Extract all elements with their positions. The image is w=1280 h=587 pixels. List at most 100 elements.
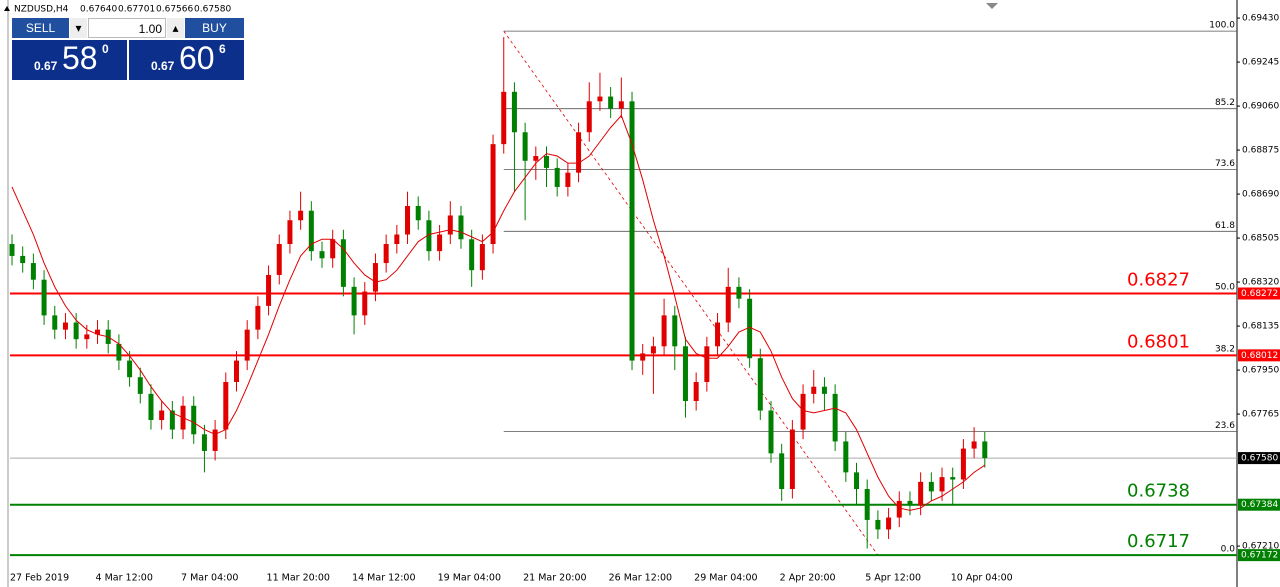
candle-body <box>84 334 90 340</box>
candle-body <box>191 405 197 435</box>
candle-body <box>223 381 229 430</box>
candle-body <box>544 156 549 168</box>
candle-body <box>939 477 945 492</box>
buy-button[interactable]: BUY <box>185 18 244 38</box>
x-tick-label: 5 Apr 12:00 <box>865 573 921 584</box>
sell-button[interactable]: SELL <box>12 18 69 38</box>
candle-body <box>9 244 15 256</box>
x-tick-label: 4 Mar 12:00 <box>96 573 153 584</box>
current-price-label: 0.67580 <box>1241 454 1278 464</box>
bid-quote[interactable]: 0.67 58 0 <box>12 40 127 80</box>
collapse-icon <box>4 6 10 11</box>
candle-body <box>661 315 667 347</box>
bid-big: 0.67 <box>34 59 58 73</box>
fib-label: 85.2 <box>1215 98 1235 108</box>
fib-trend <box>503 30 879 556</box>
candle-body <box>362 291 368 316</box>
lot-up[interactable]: ▴ <box>167 18 184 38</box>
candle-body <box>629 101 635 361</box>
candle-body <box>95 329 101 335</box>
ask-pips: 60 <box>179 40 215 76</box>
y-tick-label: 0.68320 <box>1242 278 1279 288</box>
level-tag-label: 0.67384 <box>1241 500 1278 510</box>
candle-body <box>308 210 314 252</box>
candle-body <box>319 251 325 259</box>
candle-body <box>148 393 154 421</box>
level-label: 0.6717 <box>1127 531 1190 552</box>
y-tick-label: 0.69430 <box>1242 14 1279 24</box>
candle-body <box>565 172 571 187</box>
candle-body <box>522 132 528 161</box>
level-label: 0.6801 <box>1127 331 1190 352</box>
level-label: 0.6827 <box>1127 270 1190 291</box>
candle-body <box>298 210 304 221</box>
fib-label: 50.0 <box>1215 283 1235 293</box>
candle-body <box>447 215 453 235</box>
candle-body <box>73 322 79 340</box>
candle-body <box>821 386 827 394</box>
price-open: 0.67640 <box>80 5 117 15</box>
candle-body <box>159 410 165 421</box>
x-tick-label: 26 Mar 12:00 <box>609 573 672 584</box>
candle-body <box>511 91 517 133</box>
candle-body <box>779 453 785 490</box>
candle-body <box>62 322 68 330</box>
candle-body <box>736 286 742 299</box>
x-tick-label: 29 Mar 04:00 <box>694 573 757 584</box>
symbol: NZDUSD,H4 <box>14 5 69 15</box>
x-tick-label: 21 Mar 20:00 <box>523 573 586 584</box>
candle-body <box>212 429 218 451</box>
candle-body <box>479 244 485 271</box>
x-tick-label: 10 Apr 04:00 <box>951 573 1013 584</box>
level-tag <box>1238 349 1280 362</box>
candle-body <box>287 220 293 245</box>
candle-body <box>960 448 966 480</box>
candle-body <box>255 305 261 330</box>
lot-input[interactable]: 1.00 <box>88 18 166 38</box>
candle-body <box>576 132 582 173</box>
candle-body <box>907 500 913 506</box>
lot-down[interactable]: ▾ <box>70 18 87 38</box>
x-tick-label: 11 Mar 20:00 <box>267 573 330 584</box>
candle-body <box>832 393 838 442</box>
x-tick-label: 27 Feb 2019 <box>10 573 69 584</box>
candle-body <box>137 377 143 394</box>
candle-body <box>372 263 378 292</box>
price-close: 0.67580 <box>194 5 231 15</box>
candle-body <box>554 167 560 187</box>
level-tag <box>1238 287 1280 300</box>
candle-body <box>351 286 357 316</box>
candle-body <box>501 91 507 145</box>
level-tag <box>1238 498 1280 511</box>
candle-body <box>875 519 881 530</box>
candle-body <box>201 434 207 451</box>
fib-label: 61.8 <box>1215 221 1235 231</box>
price-high: 0.67701 <box>118 5 155 15</box>
candle-body <box>682 346 688 402</box>
candle-body <box>704 346 710 382</box>
candle-body <box>394 234 400 245</box>
candle-body <box>950 477 956 480</box>
fib-label: 0.0 <box>1221 545 1236 555</box>
candle-body <box>405 205 411 235</box>
candle-body <box>330 239 336 259</box>
candle-body <box>896 500 902 518</box>
candle-body <box>30 263 36 280</box>
fib-label: 100.0 <box>1209 21 1235 31</box>
candle-body <box>928 481 934 492</box>
candle-body <box>854 472 860 490</box>
candle-body <box>244 329 250 361</box>
candle-body <box>608 96 614 109</box>
level-tag-label: 0.68012 <box>1241 351 1278 361</box>
candle-body <box>233 360 239 382</box>
y-tick-label: 0.69245 <box>1242 58 1279 68</box>
level-tag <box>1238 549 1280 562</box>
y-tick-label: 0.67765 <box>1242 410 1279 420</box>
bid-pips: 58 <box>62 40 98 76</box>
ask-quote[interactable]: 0.67 60 6 <box>129 40 244 80</box>
trade-panel: SELL ▾ 1.00 ▴ BUY 0.67 58 0 0.67 60 6 <box>12 18 244 80</box>
candle-body <box>747 298 753 359</box>
candle-body <box>982 441 988 459</box>
candle-body <box>971 441 977 449</box>
